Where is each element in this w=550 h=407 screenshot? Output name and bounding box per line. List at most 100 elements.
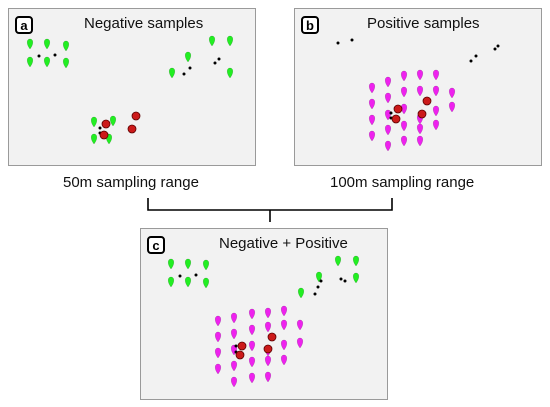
negative-marker xyxy=(208,35,216,47)
sample-circle xyxy=(393,104,403,114)
panel-badge: c xyxy=(147,236,165,254)
positive-marker xyxy=(416,69,424,81)
positive-marker xyxy=(368,82,376,94)
negative-marker xyxy=(297,287,305,299)
positive-marker xyxy=(368,98,376,110)
point-dot xyxy=(313,292,317,296)
positive-marker xyxy=(384,140,392,152)
sample-circle xyxy=(127,124,137,134)
positive-marker xyxy=(214,363,222,375)
panel-title: Negative + Positive xyxy=(219,235,348,252)
negative-marker xyxy=(43,38,51,50)
positive-marker xyxy=(400,120,408,132)
sample-circle xyxy=(235,350,245,360)
sample-circle xyxy=(263,344,273,354)
negative-marker xyxy=(202,259,210,271)
positive-marker xyxy=(280,354,288,366)
positive-marker xyxy=(280,305,288,317)
positive-marker xyxy=(230,328,238,340)
negative-marker xyxy=(26,38,34,50)
negative-marker xyxy=(184,276,192,288)
sample-circle xyxy=(101,119,111,129)
negative-marker xyxy=(226,67,234,79)
negative-marker xyxy=(26,56,34,68)
panel-badge: a xyxy=(15,16,33,34)
point-dot xyxy=(234,344,238,348)
negative-marker xyxy=(62,40,70,52)
positive-marker xyxy=(416,135,424,147)
negative-marker xyxy=(90,133,98,145)
panel-title: Positive samples xyxy=(367,15,480,32)
sample-circle xyxy=(417,109,427,119)
positive-marker xyxy=(416,85,424,97)
positive-marker xyxy=(432,85,440,97)
positive-marker xyxy=(416,123,424,135)
sample-circle xyxy=(131,111,141,121)
sample-circle xyxy=(422,96,432,106)
negative-marker xyxy=(202,277,210,289)
point-dot xyxy=(98,126,102,130)
positive-marker xyxy=(384,124,392,136)
point-dot xyxy=(178,274,182,278)
negative-marker xyxy=(184,258,192,270)
positive-marker xyxy=(368,114,376,126)
point-dot xyxy=(389,111,393,115)
negative-marker xyxy=(167,276,175,288)
sample-circle xyxy=(237,341,247,351)
positive-marker xyxy=(214,347,222,359)
positive-marker xyxy=(296,319,304,331)
sample-circle xyxy=(267,332,277,342)
merge-bracket xyxy=(147,198,393,222)
positive-marker xyxy=(280,339,288,351)
point-dot xyxy=(37,54,41,58)
positive-marker xyxy=(448,87,456,99)
point-dot xyxy=(53,53,57,57)
point-dot xyxy=(343,279,347,283)
panel-title: Negative samples xyxy=(84,15,204,32)
panel-badge: b xyxy=(301,16,319,34)
positive-marker xyxy=(230,376,238,388)
negative-marker xyxy=(90,116,98,128)
caption-right: 100m sampling range xyxy=(330,174,475,191)
point-dot xyxy=(316,285,320,289)
negative-marker xyxy=(184,51,192,63)
point-dot xyxy=(339,277,343,281)
sample-circle xyxy=(99,130,109,140)
positive-marker xyxy=(248,324,256,336)
point-dot xyxy=(217,57,221,61)
point-dot xyxy=(469,59,473,63)
positive-marker xyxy=(296,337,304,349)
positive-marker xyxy=(432,119,440,131)
positive-marker xyxy=(384,76,392,88)
point-dot xyxy=(493,47,497,51)
negative-marker xyxy=(109,115,117,127)
positive-marker xyxy=(400,86,408,98)
positive-marker xyxy=(264,321,272,333)
positive-marker xyxy=(368,130,376,142)
point-dot xyxy=(496,44,500,48)
caption-left: 50m sampling range xyxy=(63,174,199,191)
positive-marker xyxy=(384,109,392,121)
positive-marker xyxy=(248,372,256,384)
positive-marker xyxy=(432,69,440,81)
negative-marker xyxy=(168,67,176,79)
positive-marker xyxy=(230,360,238,372)
negative-marker xyxy=(315,271,323,283)
point-dot xyxy=(194,273,198,277)
positive-marker xyxy=(264,355,272,367)
positive-marker xyxy=(264,371,272,383)
point-dot xyxy=(474,54,478,58)
positive-marker xyxy=(230,312,238,324)
point-dot xyxy=(319,279,323,283)
positive-marker xyxy=(248,340,256,352)
panel-a: a Negative samples xyxy=(8,8,256,166)
positive-marker xyxy=(214,331,222,343)
positive-marker xyxy=(248,356,256,368)
negative-marker xyxy=(352,272,360,284)
point-dot xyxy=(213,61,217,65)
negative-marker xyxy=(352,255,360,267)
positive-marker xyxy=(400,70,408,82)
positive-marker xyxy=(264,307,272,319)
positive-marker xyxy=(248,308,256,320)
